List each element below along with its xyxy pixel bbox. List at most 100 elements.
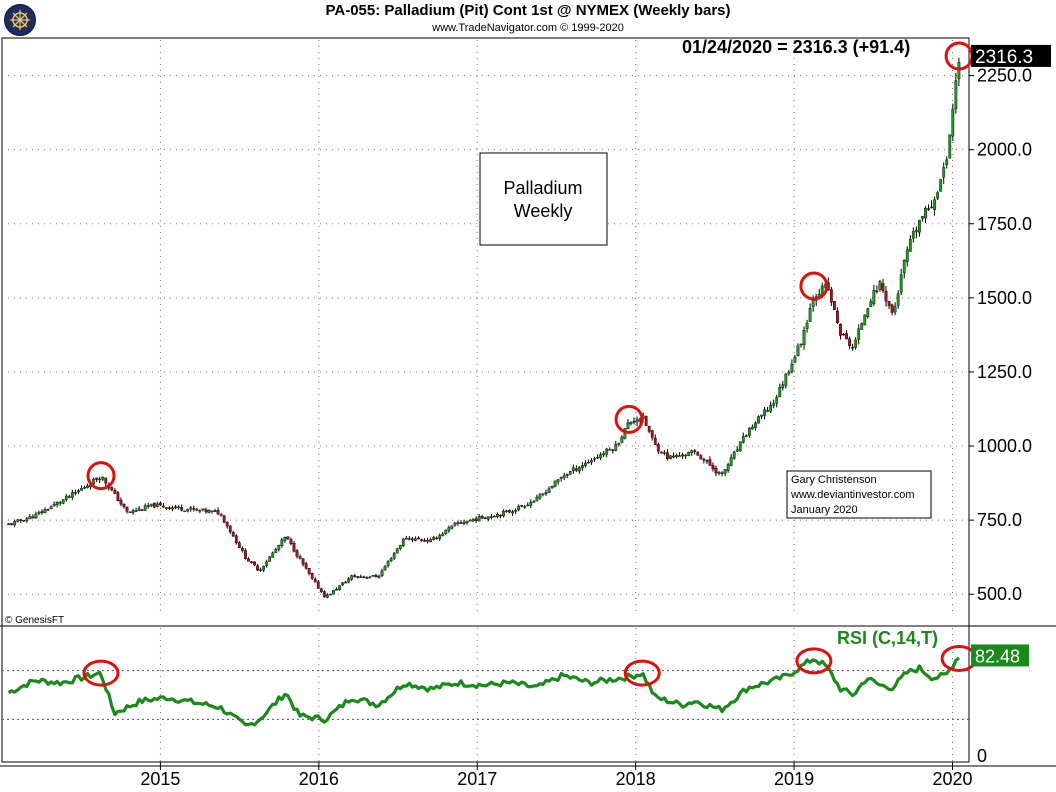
candle-body — [854, 339, 858, 348]
candle-body — [535, 496, 539, 502]
candlestick-series — [7, 57, 961, 599]
candle-body — [836, 310, 839, 324]
candle-body — [468, 519, 472, 522]
candle-body — [884, 291, 888, 302]
candle-body — [568, 471, 572, 475]
candle-body — [799, 343, 803, 346]
candle-body — [772, 403, 776, 406]
candle-body — [775, 397, 779, 404]
plot-frame — [1, 37, 970, 763]
candle-body — [168, 507, 171, 509]
candle-body — [729, 457, 733, 466]
candle-body — [189, 507, 193, 510]
candle-body — [766, 410, 770, 412]
candle-body — [159, 502, 162, 506]
candle-body — [131, 510, 135, 513]
candle-body — [262, 566, 266, 571]
candle-body — [80, 488, 83, 491]
x-tick-label: 2018 — [616, 769, 656, 789]
candle-body — [808, 308, 812, 322]
candle-body — [429, 539, 433, 542]
candle-body — [681, 454, 685, 457]
candle-body — [110, 487, 114, 491]
candle-body — [951, 108, 955, 137]
candle-body — [377, 576, 381, 578]
candle-body — [231, 531, 235, 537]
candle-body — [237, 542, 241, 548]
palladium-weekly-box — [479, 152, 608, 246]
candle-body — [329, 593, 332, 596]
candle-body — [22, 519, 26, 522]
candle-body — [672, 455, 675, 458]
candle-body — [146, 505, 150, 507]
highlight-circle — [614, 404, 644, 434]
candle-body — [914, 229, 918, 233]
x-tick-label: 2020 — [932, 769, 972, 789]
candle-body — [152, 502, 156, 508]
candle-body — [523, 506, 527, 508]
last-price-badge — [971, 44, 1051, 67]
candle-body — [386, 561, 390, 566]
candle-body — [46, 509, 50, 511]
chart-title: PA-055: Palladium (Pit) Cont 1st @ NYMEX… — [325, 2, 731, 19]
candle-body — [684, 454, 688, 457]
last-price-text: 01/24/2020 = 2316.3 (+91.4) — [682, 37, 910, 57]
candle-body — [380, 570, 384, 576]
candle-body — [477, 516, 481, 522]
candle-body — [708, 459, 712, 466]
price-tick-label: 2250.0 — [977, 66, 1032, 86]
candle-body — [414, 538, 417, 541]
rsi-value-badge — [971, 644, 1029, 667]
candle-body — [751, 426, 754, 430]
candle-body — [574, 468, 578, 471]
candle-body — [511, 511, 514, 514]
candle-body — [49, 506, 53, 509]
price-tick-label: 500.0 — [977, 584, 1022, 604]
candle-body — [228, 525, 232, 533]
candle-body — [626, 422, 630, 430]
candle-body — [584, 462, 587, 466]
candle-body — [447, 527, 451, 531]
candle-body — [653, 437, 657, 445]
candle-body — [113, 490, 117, 494]
candle-body — [280, 539, 284, 546]
candle-body — [335, 589, 338, 591]
candle-body — [908, 239, 912, 252]
candle-body — [368, 576, 372, 579]
candle-body — [404, 538, 408, 540]
candle-body — [356, 576, 360, 578]
candle-body — [216, 509, 220, 515]
candle-body — [301, 558, 305, 565]
rsi-title: RSI (C,14,T) — [837, 628, 938, 648]
candle-body — [180, 507, 184, 511]
candle-body — [839, 324, 842, 336]
candle-body — [471, 519, 475, 522]
candle-body — [945, 159, 949, 166]
candle-body — [395, 548, 399, 554]
candle-body — [811, 300, 815, 307]
candle-body — [744, 435, 748, 437]
highlight-circle — [799, 271, 829, 301]
candle-body — [577, 467, 581, 472]
candle-body — [177, 506, 181, 508]
candle-body — [790, 363, 794, 373]
candle-body — [635, 419, 639, 423]
candle-body — [893, 306, 897, 313]
rsi-line — [7, 656, 960, 727]
candle-body — [295, 550, 299, 557]
candle-body — [483, 517, 487, 519]
candle-body — [714, 467, 718, 474]
candle-body — [866, 308, 870, 317]
candle-body — [581, 465, 584, 469]
candle-body — [496, 514, 499, 518]
candle-body — [198, 509, 202, 512]
credit-box — [786, 470, 932, 519]
candle-body — [307, 567, 311, 574]
candle-body — [933, 199, 936, 210]
candle-body — [432, 537, 436, 541]
price-tick-label: 1000.0 — [977, 436, 1032, 456]
candle-body — [596, 457, 599, 459]
candle-body — [420, 539, 423, 541]
chart-subtitle: www.TradeNavigator.com © 1999-2020 — [432, 22, 624, 34]
candle-body — [614, 444, 618, 451]
